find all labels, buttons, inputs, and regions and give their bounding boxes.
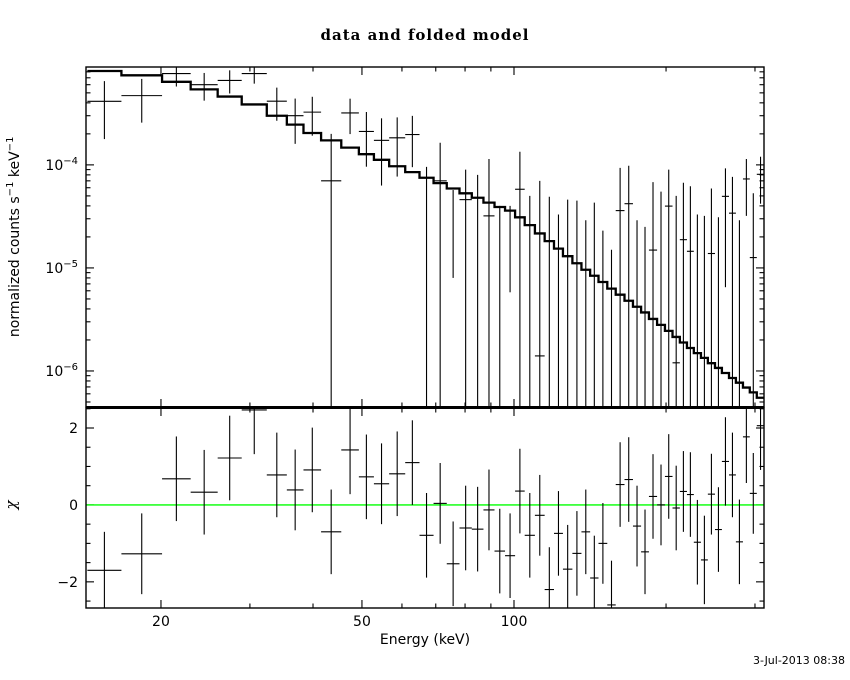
chi-tick-label: −2 — [57, 575, 78, 591]
plot-title: data and folded model — [320, 26, 530, 44]
y-axis-label-exp2: −1 — [5, 136, 17, 152]
x-tick-label: 100 — [501, 614, 528, 630]
y-axis-label: normalized counts s−1 keV−1 — [5, 67, 23, 407]
timestamp: 3-Jul-2013 08:38 — [752, 654, 845, 667]
chi-tick-label: 0 — [69, 498, 78, 514]
x-tick-label: 50 — [353, 614, 371, 630]
y-tick-label: 10−4 — [45, 156, 78, 174]
chi-axis-label: χ — [2, 500, 20, 510]
x-axis-label: Energy (keV) — [379, 632, 471, 648]
y-axis-label-text2: keV — [6, 151, 23, 182]
chi-tick-label: 2 — [69, 421, 78, 437]
x-tick-label: 20 — [152, 614, 170, 630]
model-step-line — [87, 69, 764, 399]
y-tick-label: 10−6 — [45, 362, 78, 380]
y-axis-label-text: normalized counts s — [6, 196, 23, 338]
y-axis-label-exp1: −1 — [5, 181, 17, 197]
y-tick-label: 10−5 — [45, 259, 78, 277]
